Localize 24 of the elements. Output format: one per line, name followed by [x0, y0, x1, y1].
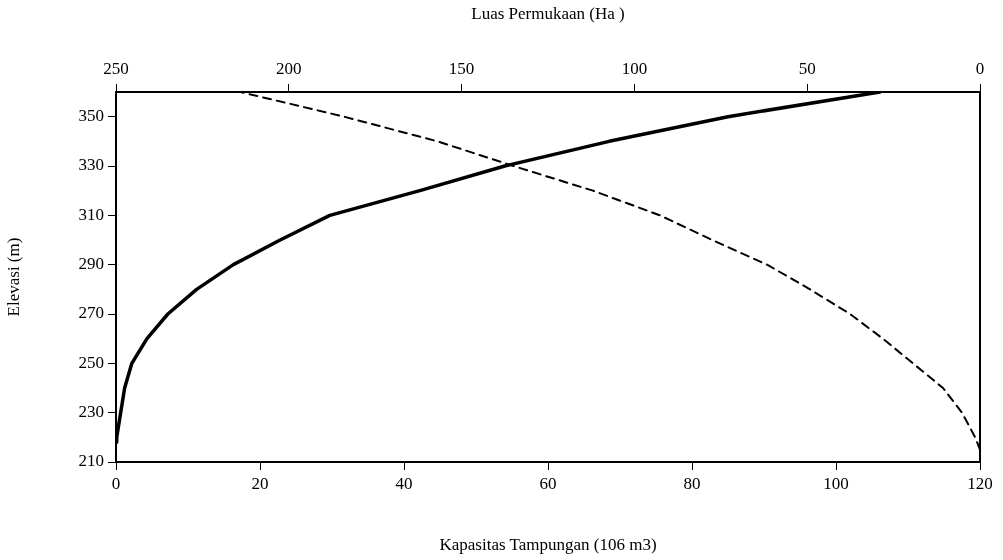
y-tick-label: 230: [78, 402, 104, 422]
x-tick-label: 60: [539, 473, 557, 493]
y-tick-label: 310: [78, 204, 104, 224]
x2-tick-label: 0: [975, 59, 985, 79]
y-tick-label: 290: [78, 254, 104, 274]
x-axis-title: Kapasitas Tampungan (106 m3): [439, 535, 657, 555]
y-tick-label: 330: [78, 155, 104, 175]
x-tick-label: 20: [251, 473, 269, 493]
y-tick-label: 270: [78, 303, 104, 323]
x-tick-label: 120: [967, 473, 993, 493]
x2-tick-label: 200: [276, 59, 302, 79]
x2-tick-label: 250: [103, 59, 129, 79]
x-tick-label: 0: [111, 473, 121, 493]
x-tick-label: 40: [395, 473, 413, 493]
y-tick-label: 250: [78, 352, 104, 372]
x2-tick-label: 50: [798, 59, 816, 79]
y-tick-label: 350: [78, 106, 104, 126]
x2-axis-title: Luas Permukaan (Ha ): [471, 3, 625, 23]
x-tick-label: 100: [823, 473, 849, 493]
x2-tick-label: 150: [448, 59, 475, 79]
y-tick-label: 210: [78, 451, 104, 471]
x-tick-label: 80: [683, 473, 701, 493]
x2-tick-label: 100: [621, 59, 648, 79]
y-axis-title: Elevasi (m): [3, 237, 23, 317]
